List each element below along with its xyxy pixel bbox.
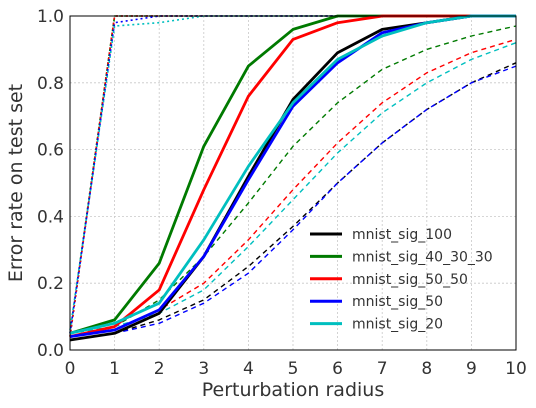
legend-label: mnist_sig_20: [352, 317, 443, 333]
x-tick-label: 10: [505, 359, 527, 379]
x-tick-label: 2: [154, 359, 165, 379]
y-tick-label: 0.2: [37, 274, 64, 294]
series-line-dashed: [69, 25, 517, 334]
y-tick-label: 0.4: [37, 207, 64, 227]
series-line-dashed: [69, 38, 517, 338]
legend-label: mnist_sig_50_50: [352, 272, 468, 288]
plot-frame: [69, 15, 517, 351]
series-line-solid: [69, 14, 516, 335]
legend-label: mnist_sig_100: [352, 227, 452, 243]
grid: [69, 15, 517, 351]
y-tick-label: 0.8: [37, 74, 64, 94]
x-tick-label: 8: [421, 359, 432, 379]
y-tick-label: 1.0: [37, 7, 64, 27]
y-tick-label: 0.0: [37, 341, 64, 361]
y-tick-label: 0.6: [37, 141, 64, 161]
legend: mnist_sig_100 mnist_sig_40_30_30 mnist_sig…: [310, 227, 493, 333]
x-tick-label: 5: [288, 359, 299, 379]
x-axis-label: Perturbation radius: [202, 379, 384, 401]
legend-label: mnist_sig_40_30_30: [352, 249, 493, 265]
x-tick-label: 9: [466, 359, 477, 379]
x-tick-label: 0: [65, 359, 76, 379]
x-tick-label: 6: [332, 359, 343, 379]
y-tick-labels: 0.0 0.2 0.4 0.6 0.8 1.0: [37, 7, 64, 361]
x-tick-label: 4: [243, 359, 254, 379]
x-tick-label: 1: [109, 359, 120, 379]
series-line-dashed: [69, 65, 517, 341]
x-tick-label: 3: [198, 359, 209, 379]
legend-label: mnist_sig_50: [352, 294, 443, 310]
y-axis-label: Error rate on test set: [5, 84, 27, 282]
x-tick-labels: 0 1 2 3 4 5 6 7 8 9 10: [65, 359, 527, 379]
x-tick-label: 7: [377, 359, 388, 379]
